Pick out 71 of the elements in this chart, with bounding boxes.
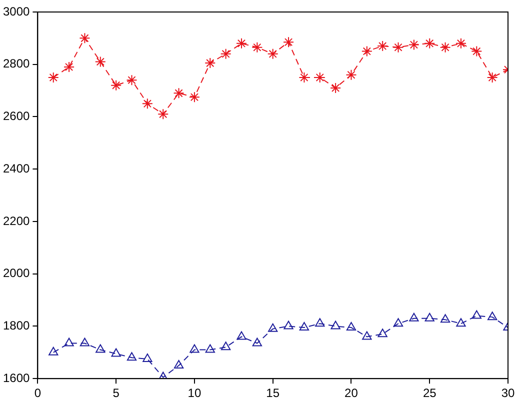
point: [252, 42, 263, 53]
point: [267, 48, 278, 60]
point: [158, 108, 169, 120]
point: [111, 348, 121, 357]
point: [361, 46, 372, 57]
point: [346, 69, 357, 80]
y-tick-label: 3000: [2, 4, 30, 18]
point: [188, 92, 200, 103]
point: [174, 360, 184, 369]
point: [205, 344, 215, 353]
y-tick-label: 1600: [2, 370, 30, 385]
point: [330, 82, 342, 94]
point: [330, 320, 340, 330]
point: [204, 58, 216, 69]
point: [236, 38, 247, 49]
point: [126, 352, 137, 361]
point: [440, 314, 450, 323]
x-tick-label: 30: [501, 386, 515, 400]
point: [455, 38, 466, 49]
point: [409, 312, 419, 322]
point: [64, 61, 75, 72]
point: [142, 353, 152, 362]
point: [126, 74, 138, 86]
point: [110, 80, 122, 91]
point: [392, 42, 404, 53]
x-tick-label: 15: [266, 386, 280, 400]
point: [236, 331, 246, 340]
point: [346, 322, 356, 331]
point: [220, 48, 232, 60]
point: [362, 331, 372, 340]
point: [471, 46, 482, 57]
point: [64, 338, 74, 346]
point: [190, 344, 200, 353]
point: [94, 56, 106, 68]
point: [472, 310, 482, 319]
point: [283, 36, 294, 48]
x-tick-label: 5: [112, 386, 120, 400]
point: [252, 338, 262, 346]
point: [486, 72, 498, 83]
point: [96, 344, 106, 353]
y-tick-label: 2200: [2, 214, 30, 228]
point: [456, 318, 466, 327]
point: [158, 372, 168, 379]
x-tick-label: 0: [34, 386, 42, 400]
point: [299, 322, 310, 331]
point: [487, 312, 498, 320]
point: [80, 338, 90, 346]
x-tick-label: 20: [344, 386, 358, 400]
point: [48, 346, 58, 356]
y-tick-label: 2000: [2, 266, 30, 280]
y-tick-label: 2600: [2, 109, 30, 124]
point: [440, 42, 451, 53]
y-tick-label: 1800: [2, 318, 30, 333]
point: [378, 328, 388, 338]
y-tick-label: 2400: [2, 161, 30, 176]
point: [377, 40, 388, 52]
x-tick-label: 10: [188, 386, 202, 400]
point: [79, 32, 90, 44]
point: [173, 88, 184, 99]
point: [284, 320, 294, 330]
y-tick-label: 2800: [2, 56, 30, 71]
point: [142, 98, 153, 110]
point: [393, 318, 404, 327]
point: [268, 323, 278, 332]
point: [48, 72, 59, 83]
point: [408, 39, 420, 50]
point: [424, 312, 434, 322]
point: [424, 38, 436, 49]
point: [315, 318, 325, 327]
x-tick-label: 25: [422, 386, 437, 400]
point: [220, 342, 231, 350]
